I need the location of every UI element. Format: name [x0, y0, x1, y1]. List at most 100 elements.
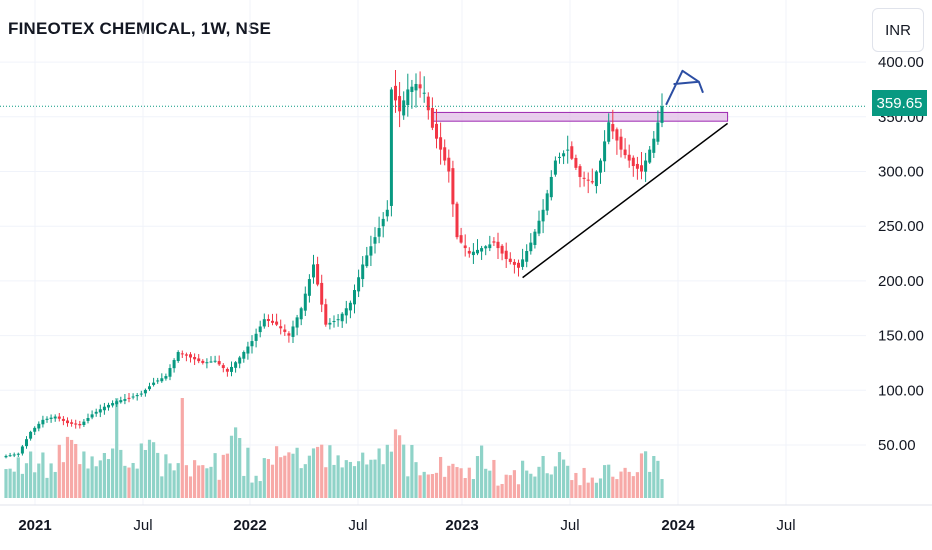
volume-bar: [193, 460, 197, 498]
candle-body: [312, 264, 315, 278]
candle-body: [508, 258, 512, 262]
volume-bar: [393, 429, 398, 498]
volume-bar: [344, 460, 348, 498]
volume-bar: [631, 476, 635, 498]
volume-bar: [279, 457, 283, 498]
price-tick-label: 250.00: [878, 218, 924, 235]
volume-bar: [549, 474, 553, 498]
candle-body: [635, 163, 639, 169]
volume-bar: [369, 459, 373, 498]
candle-body: [148, 386, 151, 390]
currency-selector[interactable]: INR: [872, 8, 924, 52]
candle-body: [480, 248, 484, 252]
volume-bar: [422, 471, 426, 498]
candle-body: [209, 361, 213, 363]
candle-body: [414, 83, 418, 91]
candle-body: [521, 259, 525, 267]
candle-body: [361, 264, 365, 280]
candle-body: [373, 237, 377, 244]
candle-body: [25, 439, 28, 447]
time-tick-label: Jul: [348, 517, 367, 534]
volume-bar: [557, 452, 562, 498]
candle-body: [451, 168, 455, 205]
volume-bar: [225, 453, 229, 498]
candle-body: [488, 244, 492, 249]
volume-bar: [529, 473, 533, 498]
candle-body: [205, 362, 209, 364]
volume-bar: [16, 457, 20, 498]
candle-body: [566, 149, 570, 151]
candle-body: [41, 419, 45, 425]
time-axis: 2021 Jul 2022 Jul 2023 Jul 2024 Jul: [18, 517, 795, 534]
candle-body: [476, 249, 479, 254]
candle-body: [303, 293, 307, 311]
candle-body: [582, 177, 586, 179]
candle-body: [447, 157, 451, 172]
time-tick-label: 2021: [18, 517, 51, 534]
candle-body: [541, 209, 545, 222]
volume-bar: [119, 449, 123, 498]
volume-bar: [578, 485, 582, 498]
candle-body: [525, 250, 529, 262]
resistance-zone-layer: [431, 111, 729, 122]
candle-body: [53, 416, 57, 419]
volume-bar: [402, 444, 406, 498]
volume-bar: [275, 446, 279, 498]
candle-body: [324, 304, 328, 325]
volume-bar: [598, 478, 603, 498]
volume-bar: [582, 467, 586, 498]
candle-body: [648, 149, 652, 163]
volume-bar: [521, 460, 525, 498]
candle-body: [20, 446, 24, 454]
volume-bar: [418, 475, 422, 498]
volume-bar: [426, 474, 430, 498]
candle-body: [611, 124, 615, 132]
candle-body: [135, 395, 139, 397]
volume-bar: [238, 438, 242, 498]
candle-body: [430, 108, 434, 128]
volume-bar: [270, 464, 275, 498]
volume-bar: [357, 461, 361, 498]
candle-body: [553, 160, 557, 175]
candle-body: [357, 277, 361, 292]
candle-body: [517, 262, 520, 268]
volume-bar: [607, 464, 611, 498]
volume-bar: [361, 452, 365, 498]
candle-body: [176, 352, 180, 362]
volume-bar: [619, 471, 623, 498]
volume-bar: [33, 472, 37, 498]
candle-body: [549, 176, 553, 198]
candle-body: [492, 241, 496, 243]
volume-bar: [201, 465, 205, 498]
volume-bar: [90, 456, 94, 498]
volume-bar: [463, 477, 467, 498]
candle-body: [98, 409, 102, 413]
candle-body: [279, 326, 283, 329]
candle-body: [496, 241, 500, 249]
volume-bar: [443, 476, 447, 498]
volume-bar: [398, 435, 402, 498]
candle-body: [656, 122, 660, 142]
volume-bar: [102, 453, 106, 498]
candle-body: [570, 146, 574, 159]
volume-bar: [389, 451, 393, 498]
candle-body: [189, 354, 192, 358]
price-tick-label: 50.00: [878, 437, 916, 454]
ascending-trendline: [522, 122, 729, 279]
volume-bar: [65, 436, 70, 498]
candle-body: [287, 333, 291, 336]
volume-bar: [455, 467, 459, 498]
volume-bar: [307, 455, 311, 498]
volume-bar: [660, 479, 664, 498]
volume-bar: [143, 449, 147, 498]
candle-body: [82, 421, 86, 426]
projection-arrow: [665, 69, 704, 106]
candle-body: [246, 346, 250, 354]
volume-bar: [627, 471, 631, 498]
candle-body: [455, 203, 459, 238]
candle-body: [291, 326, 295, 337]
volume-bar: [217, 479, 221, 498]
volume-bar: [385, 444, 389, 498]
price-tick-label: 400.00: [878, 54, 924, 71]
